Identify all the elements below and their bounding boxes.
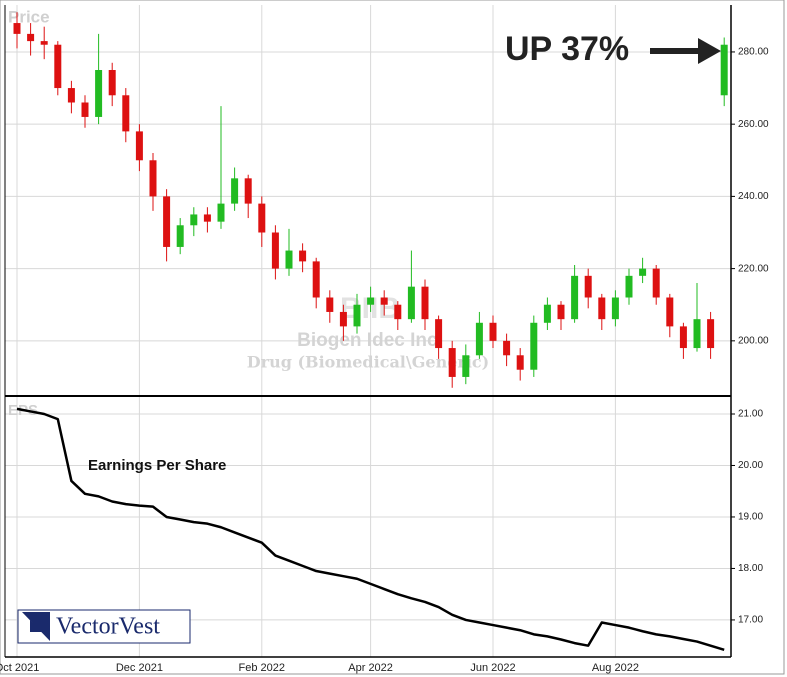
candle-body xyxy=(462,355,470,377)
candle-body xyxy=(81,102,89,117)
candle-body xyxy=(625,275,633,298)
candle-body xyxy=(543,304,551,323)
candle-body xyxy=(598,297,606,320)
candle-body xyxy=(448,348,456,377)
candle-body xyxy=(557,304,565,320)
logo-icon-part xyxy=(30,620,42,632)
candle-body xyxy=(679,326,687,349)
candle-body xyxy=(475,322,483,356)
candle-body xyxy=(571,275,579,320)
y-tick-label: 240.00 xyxy=(738,191,769,202)
candle-body xyxy=(54,44,62,89)
candle-body xyxy=(163,196,171,247)
candle-body xyxy=(380,297,388,305)
x-tick-label: Feb 2022 xyxy=(239,662,285,674)
candle-body xyxy=(203,214,211,222)
candle-body xyxy=(353,304,361,327)
candle-body xyxy=(231,178,239,204)
candle-body xyxy=(40,41,48,45)
candle-body xyxy=(611,297,619,320)
y-tick-label: 18.00 xyxy=(738,563,763,574)
y-tick-label: 200.00 xyxy=(738,335,769,346)
candle-body xyxy=(407,286,415,320)
candle-body xyxy=(27,33,35,42)
callout: UP 37% xyxy=(505,30,629,68)
candle-body xyxy=(190,214,198,226)
candle-body xyxy=(271,232,279,269)
candle-body xyxy=(394,304,402,320)
y-tick-label: 260.00 xyxy=(738,119,769,130)
candle-body xyxy=(503,340,511,356)
candle-body xyxy=(666,297,674,327)
y-tick-label: 21.00 xyxy=(738,409,763,420)
candle-body xyxy=(530,322,538,370)
candle-body xyxy=(13,23,21,34)
candle-body xyxy=(693,319,701,349)
candle-body xyxy=(217,203,225,222)
candle-body xyxy=(176,225,184,247)
candle-body xyxy=(149,160,157,197)
grid-layer xyxy=(5,5,731,657)
candle-body xyxy=(95,70,103,117)
candle-body xyxy=(244,178,252,204)
y-tick-label: 220.00 xyxy=(738,263,769,274)
x-tick-label: Jun 2022 xyxy=(470,662,515,674)
series-label: Earnings Per Share xyxy=(88,457,226,474)
candle-body xyxy=(435,319,443,349)
candle-body xyxy=(516,355,524,370)
candle-body xyxy=(326,297,334,312)
candle-body xyxy=(339,311,347,327)
y-tick-label: 19.00 xyxy=(738,512,763,523)
candle-body xyxy=(122,95,130,132)
symbol: BIIB xyxy=(340,292,400,325)
candle-body xyxy=(584,275,592,298)
candle-body xyxy=(367,297,375,305)
logo: VectorVest xyxy=(17,609,191,644)
y-tick-label: 280.00 xyxy=(738,47,769,58)
candle-body xyxy=(299,250,307,262)
panel-title: Price xyxy=(8,7,50,26)
candle-body xyxy=(108,70,116,96)
x-tick-label: Dec 2021 xyxy=(116,662,163,674)
x-tick-label: Aug 2022 xyxy=(592,662,639,674)
candle-body xyxy=(707,319,715,349)
eps-line xyxy=(16,407,725,651)
industry: Drug (Biomedical\Generic) xyxy=(247,353,489,372)
x-tick-label: Apr 2022 xyxy=(348,662,393,674)
candle-body xyxy=(639,268,647,276)
candle-body xyxy=(285,250,293,269)
arrow-head xyxy=(698,38,721,64)
candle-body xyxy=(312,261,320,298)
candle-body xyxy=(652,268,660,298)
candle-body xyxy=(67,88,75,103)
y-tick-label: 17.00 xyxy=(738,615,763,626)
candle-body xyxy=(135,131,143,161)
company: Biogen Idec Inc. xyxy=(297,330,443,351)
marks-layer xyxy=(13,12,728,651)
logo-text: VectorVest xyxy=(56,614,160,640)
candle-body xyxy=(489,322,497,341)
y-tick-label: 20.00 xyxy=(738,460,763,471)
candle-body xyxy=(720,44,728,96)
candle-body xyxy=(421,286,429,320)
x-tick-label: Oct 2021 xyxy=(0,662,39,674)
candle-body xyxy=(258,203,266,233)
